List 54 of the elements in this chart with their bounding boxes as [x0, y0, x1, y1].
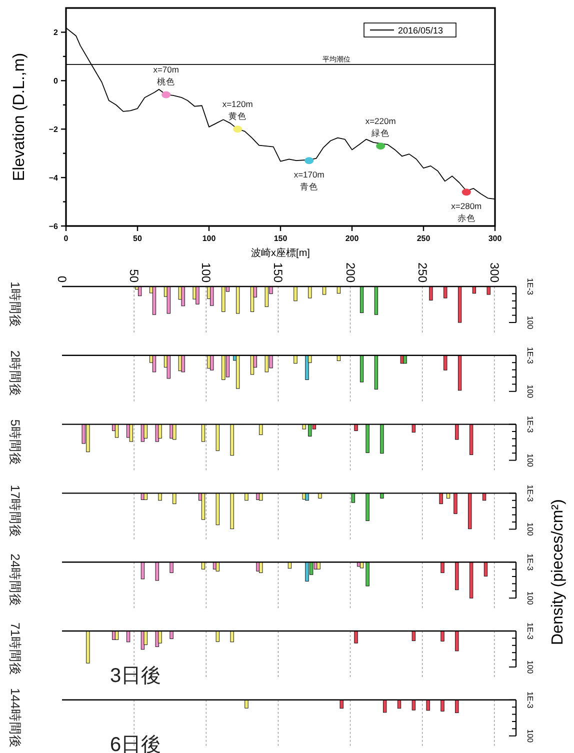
x-tick-label: 250 [415, 262, 430, 283]
annotation: x=280m 赤色 [451, 201, 482, 224]
point [233, 126, 242, 133]
y-tick-label: 100 [526, 591, 534, 606]
y-tick-label: −4 [48, 174, 59, 183]
y-tick-label: 1E-3 [526, 554, 534, 572]
y-tick-label: 100 [526, 316, 534, 330]
x-tick-label: 100 [202, 234, 216, 243]
y-tick-label: 1E-3 [526, 691, 534, 709]
annotation: x=70m 桃色 [153, 64, 179, 87]
y-axis-title: Density (pieces/cm²) [550, 499, 566, 646]
y-tick-label: 100 [526, 454, 534, 468]
annotation: x=120m 黄色 [222, 99, 253, 122]
x-tick-label: 150 [274, 234, 288, 243]
y-tick-label: 100 [526, 729, 534, 744]
y-tick-label: 0 [54, 76, 59, 86]
text: 71時間後 [8, 622, 22, 676]
point [462, 188, 471, 196]
x-tick-label: 250 [416, 234, 431, 243]
y-tick-label: 2 [54, 28, 59, 38]
y-tick-label: −6 [48, 222, 59, 231]
y-tick-label: 100 [526, 660, 534, 674]
x-tick-label: 300 [488, 234, 502, 243]
annotation: 3日後 [110, 665, 162, 687]
y-tick-label: 1E-3 [526, 346, 534, 364]
text: 17時間後 [8, 484, 22, 538]
y-tick-label: 100 [526, 522, 534, 536]
y-tick-label: 1E-3 [526, 278, 534, 296]
annotation: x=170m 青色 [294, 170, 324, 192]
y-tick-label: 100 [526, 384, 534, 399]
x-tick-label: 0 [64, 234, 69, 243]
text: 24時間後 [8, 554, 22, 607]
x-axis-title: 波崎x座標[m] [251, 247, 310, 259]
y-axis-title: Elevation (D.L.,m) [11, 52, 28, 182]
x-tick-label: 200 [343, 262, 358, 283]
x-tick-label: 50 [133, 234, 142, 243]
point [376, 142, 386, 150]
point [304, 157, 314, 164]
x-tick-label: 200 [345, 234, 360, 243]
legend-label: 2016/05/13 [398, 26, 444, 36]
x-tick-label: 150 [271, 262, 286, 283]
x-tick-label: 50 [127, 269, 142, 283]
x-tick-label: 100 [199, 262, 214, 283]
y-tick-label: 1E-3 [526, 622, 534, 640]
y-tick-label: 1E-3 [526, 416, 534, 434]
x-tick-label: 300 [487, 262, 502, 283]
y-tick-label: −2 [48, 125, 59, 134]
annotation: x=220m 緑色 [365, 116, 396, 138]
text: 5時間後 [8, 419, 22, 466]
text: 1時間後 [8, 282, 22, 328]
text: 144時間後 [8, 688, 22, 748]
y-tick-label: 1E-3 [526, 484, 534, 502]
point [162, 91, 171, 98]
text: 2時間後 [8, 350, 22, 396]
